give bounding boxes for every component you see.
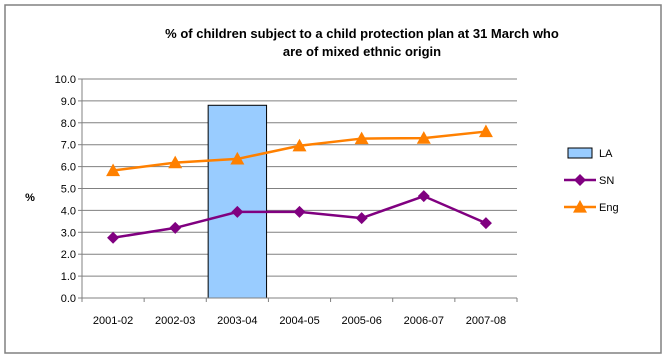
point-sn [231, 205, 244, 218]
point-eng [416, 131, 431, 144]
bar-la [207, 104, 268, 299]
gridlines [78, 78, 517, 299]
y-tick-label: 0.0 [61, 293, 76, 305]
y-tick-label: 3.0 [61, 227, 76, 239]
legend-label: SN [599, 175, 614, 187]
y-tick-label: 1.0 [61, 271, 76, 283]
point-eng [478, 124, 493, 138]
y-tick-label: 2.0 [61, 249, 76, 261]
x-tick-label: 2003-04 [217, 315, 257, 327]
point-eng [292, 138, 307, 152]
bar-series [207, 104, 268, 299]
y-tick-label: 8.0 [61, 118, 76, 130]
x-tick-label: 2005-06 [341, 315, 381, 327]
point-sn [293, 205, 306, 218]
y-tick-label: 4.0 [61, 205, 76, 217]
point-eng [106, 163, 121, 177]
point-sn [355, 212, 368, 225]
legend-marker [573, 200, 587, 213]
point-sn [107, 231, 120, 244]
x-tick-label: 2006-07 [404, 315, 444, 327]
y-tick-label: 5.0 [61, 184, 76, 196]
x-tick-label: 2007-08 [466, 315, 506, 327]
line-series [106, 124, 493, 244]
x-tick-label: 2002-03 [155, 315, 195, 327]
legend-label: LA [599, 148, 613, 160]
legend-item-sn: SN [564, 174, 614, 187]
y-tick-label: 6.0 [61, 162, 76, 174]
point-sn [169, 221, 182, 234]
legend-item-eng: Eng [564, 200, 619, 214]
chart-title-line-1: % of children subject to a child protect… [165, 26, 559, 41]
y-tick-label: 7.0 [61, 140, 76, 152]
point-eng [168, 155, 183, 169]
legend-label: Eng [599, 202, 619, 214]
chart-title-line-2: are of mixed ethnic origin [283, 44, 441, 59]
y-axis-label: % [25, 192, 35, 204]
point-eng [354, 131, 369, 145]
legend-item-la: LA [567, 147, 613, 160]
point-sn [479, 217, 492, 230]
axes [81, 79, 518, 302]
y-tick-labels: 0.0 1.0 2.0 3.0 4.0 5.0 6.0 7.0 8.0 9.0 10.0 [55, 74, 76, 305]
x-tick-labels: 2001-02 2002-03 2003-04 2004-05 2005-06 2006-… [93, 315, 506, 327]
point-eng [230, 151, 245, 165]
y-tick-label: 10.0 [55, 74, 76, 86]
legend-swatch [567, 147, 593, 159]
chart-border [4, 4, 662, 354]
legend-marker [574, 174, 586, 186]
legend: LA SN Eng [564, 147, 619, 214]
point-sn [417, 190, 430, 203]
x-tick-label: 2004-05 [279, 315, 319, 327]
x-tick-label: 2001-02 [93, 315, 133, 327]
y-tick-label: 9.0 [61, 96, 76, 108]
